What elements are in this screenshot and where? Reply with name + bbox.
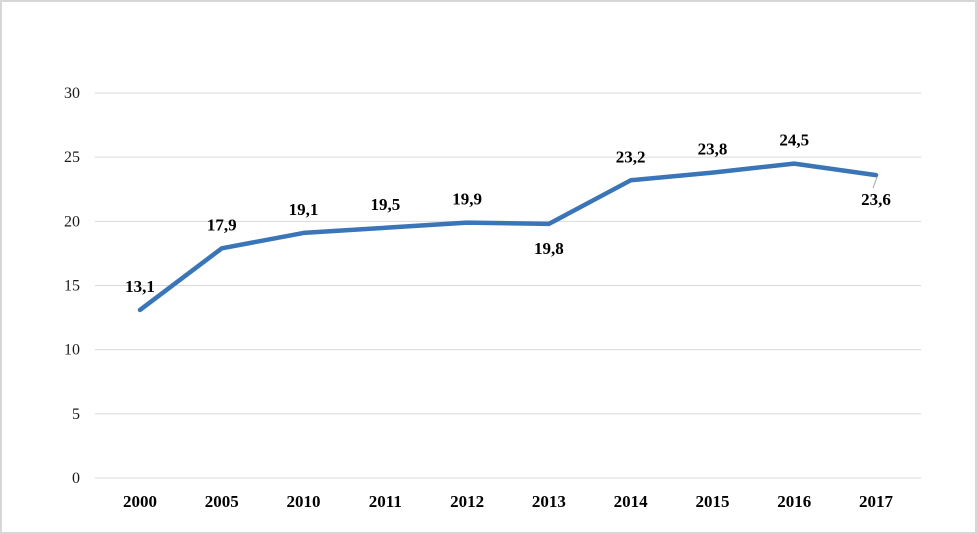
leader-line <box>872 176 878 189</box>
y-tick-label: 25 <box>64 149 80 166</box>
x-axis-label: 2014 <box>614 492 649 511</box>
x-axis-label: 2017 <box>859 492 894 511</box>
y-tick-label: 20 <box>64 213 80 230</box>
data-label: 19,9 <box>452 190 482 209</box>
data-label: 13,1 <box>125 277 155 296</box>
data-label: 17,9 <box>207 215 237 234</box>
data-label: 19,1 <box>289 200 319 219</box>
data-label: 23,8 <box>698 140 728 159</box>
x-axis-label: 2012 <box>450 492 484 511</box>
data-label: 24,5 <box>779 131 809 150</box>
x-axis-label: 2011 <box>369 492 402 511</box>
x-axis-label: 2013 <box>532 492 566 511</box>
data-label: 23,6 <box>861 190 891 209</box>
y-tick-label: 5 <box>72 406 80 423</box>
y-tick-label: 30 <box>64 85 80 102</box>
data-label: 19,8 <box>534 239 564 258</box>
data-label: 19,5 <box>370 195 400 214</box>
x-axis-label: 2015 <box>695 492 729 511</box>
x-axis-label: 2010 <box>287 492 321 511</box>
x-axis-label: 2005 <box>205 492 239 511</box>
y-tick-label: 0 <box>72 470 80 487</box>
data-label: 23,2 <box>616 147 646 166</box>
y-tick-label: 15 <box>64 278 80 295</box>
series-line <box>137 161 879 313</box>
y-tick-label: 10 <box>64 342 80 359</box>
x-axis-label: 2016 <box>777 492 811 511</box>
x-axis-label: 2000 <box>123 492 157 511</box>
